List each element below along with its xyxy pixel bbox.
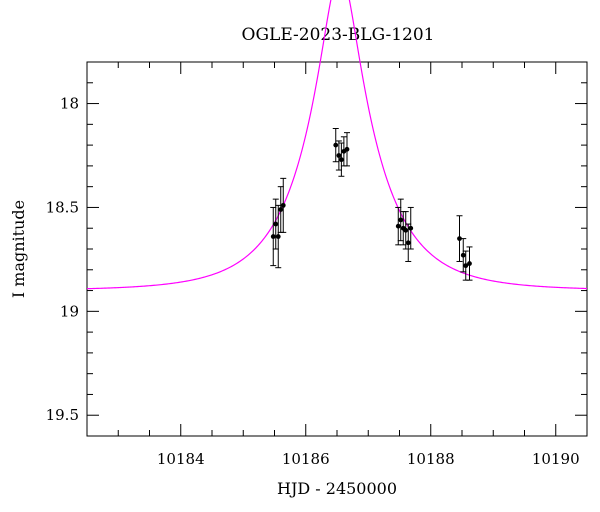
point-marker [398, 217, 404, 223]
y-tick-labels: 18 18.5 19 19.5 [46, 95, 79, 425]
x-tick-label: 10188 [407, 450, 455, 468]
point-marker [336, 153, 342, 158]
data-point [407, 206, 414, 250]
axis-ticks [86, 61, 588, 437]
data-point [405, 223, 412, 262]
point-marker [467, 261, 472, 266]
point-marker [280, 202, 286, 208]
x-tick-label: 10190 [532, 450, 580, 468]
point-marker [333, 142, 339, 148]
y-axis-label: I magnitude [9, 200, 28, 298]
point-marker [463, 263, 469, 269]
data-point [272, 198, 279, 250]
plot-frame [86, 61, 588, 437]
point-marker [395, 223, 401, 229]
data-point [456, 215, 463, 262]
point-marker [403, 227, 409, 233]
model-curve [86, 0, 588, 290]
data-point [280, 177, 287, 233]
data-point [466, 246, 473, 281]
data-point [277, 186, 284, 233]
point-marker [460, 252, 466, 258]
data-points [270, 127, 473, 281]
point-marker [278, 207, 284, 212]
y-tick-label: 18 [60, 95, 79, 113]
y-tick-label: 19.5 [46, 406, 79, 424]
point-marker [405, 240, 411, 246]
point-marker [273, 221, 279, 227]
point-marker [338, 157, 344, 163]
point-marker [408, 225, 414, 231]
y-tick-label: 18.5 [46, 198, 79, 216]
y-tick-label: 19 [60, 302, 79, 320]
data-point [340, 136, 347, 167]
point-marker [344, 146, 350, 152]
data-point [338, 142, 345, 177]
data-point [397, 198, 404, 242]
x-axis-label: HJD - 2450000 [277, 479, 397, 498]
point-marker [270, 234, 276, 239]
chart-title: OGLE-2023-BLG-1201 [242, 25, 435, 45]
data-point [344, 132, 350, 167]
data-point [332, 127, 339, 163]
point-marker [275, 234, 281, 239]
data-point [335, 140, 342, 171]
data-point [462, 250, 469, 281]
x-tick-label: 10184 [157, 450, 205, 468]
point-marker [457, 236, 462, 242]
x-tick-label: 10186 [282, 450, 330, 468]
x-tick-labels: 10184 10186 10188 10190 [157, 450, 580, 468]
